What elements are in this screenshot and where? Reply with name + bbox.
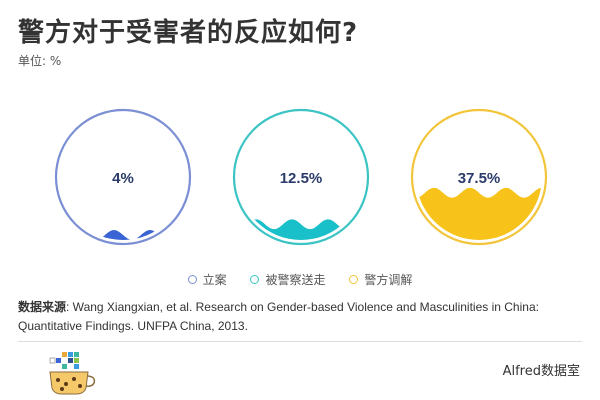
gauge-ring (410, 108, 548, 246)
legend-label: 立案 (202, 273, 227, 287)
legend-item-sent-away: 被警察送走 (250, 271, 326, 288)
gauge-value-label: 37.5% (458, 170, 501, 187)
liquid-gauge-chart: 4% 12.5% 37.5% (54, 108, 548, 246)
gauge-ring (54, 108, 192, 246)
source-text: : Wang Xiangxian, et al. Research on Gen… (18, 300, 539, 333)
gauge-1: 12.5% (232, 108, 370, 246)
data-gauge-logo-icon (49, 352, 96, 395)
brand-name: Alfred数据室 (502, 364, 580, 379)
gauge-2: 37.5% (410, 108, 548, 246)
legend-label: 警方调解 (364, 273, 413, 287)
chart-legend: 立案 被警察送走 警方调解 (0, 271, 600, 288)
legend-item-case-filed: 立案 (187, 271, 227, 288)
source-note: 数据来源: Wang Xiangxian, et al. Research on… (18, 298, 588, 336)
legend-marker (250, 275, 260, 284)
footer-divider (18, 341, 582, 342)
page-title: 警方对于受害者的反应如何? (18, 18, 359, 48)
gauge-ring (232, 108, 370, 246)
gauge-fill (416, 187, 542, 240)
legend-item-mediation: 警方调解 (349, 271, 412, 288)
legend-marker (349, 275, 359, 284)
legend-label: 被警察送走 (265, 273, 326, 287)
source-label: 数据来源 (18, 300, 67, 314)
unit-label: 单位: % (18, 54, 62, 68)
legend-marker (187, 275, 197, 284)
gauge-0: 4% (54, 108, 192, 246)
gauge-value-label: 4% (112, 170, 134, 187)
gauge-value-label: 12.5% (280, 170, 323, 187)
